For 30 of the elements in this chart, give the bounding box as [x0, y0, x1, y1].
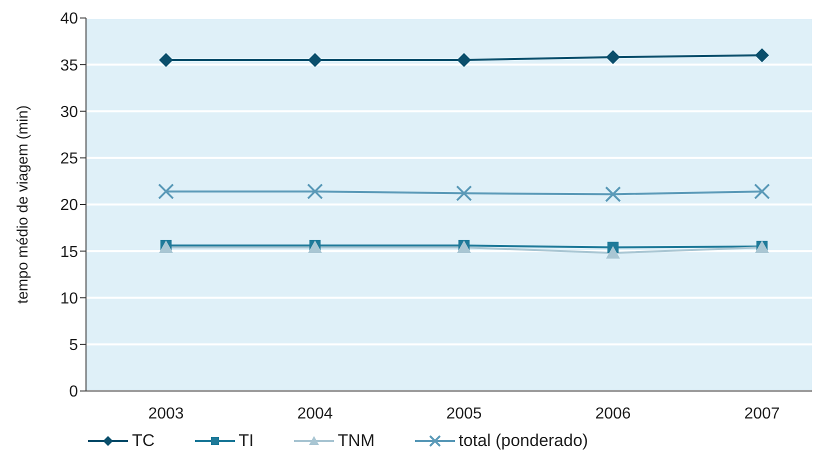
point	[605, 186, 621, 202]
point	[754, 183, 770, 200]
point	[606, 246, 620, 259]
y-tick-label: 10	[60, 290, 78, 308]
x-tick-label: 2004	[297, 405, 333, 422]
x-tick-label: 2005	[446, 405, 482, 422]
legend-label: total (ponderado)	[458, 431, 588, 451]
x-tick-label: 2006	[595, 405, 631, 422]
y-tick-label: 35	[60, 57, 78, 74]
point	[755, 48, 769, 62]
point	[158, 183, 174, 200]
point	[457, 52, 471, 67]
legend-label: TI	[238, 431, 254, 451]
y-axis-title: tempo médio de viagem (min)	[14, 105, 32, 304]
x-tick-label: 2007	[744, 405, 780, 422]
legend-label: TC	[132, 431, 155, 451]
y-tick-label: 30	[60, 104, 78, 121]
y-tick-label: 40	[60, 10, 78, 28]
y-tick-label: 20	[60, 197, 78, 214]
y-tick-label: 5	[69, 337, 78, 354]
y-tick-label: 15	[60, 244, 78, 261]
point	[308, 52, 322, 67]
y-tick-label: 0	[69, 384, 78, 401]
legend-label: TNM	[338, 431, 375, 451]
point	[159, 52, 173, 67]
point	[606, 50, 620, 64]
y-tick-label: 25	[60, 150, 78, 168]
x-tick-label: 2003	[148, 405, 184, 422]
point	[307, 183, 323, 200]
point	[456, 185, 472, 202]
